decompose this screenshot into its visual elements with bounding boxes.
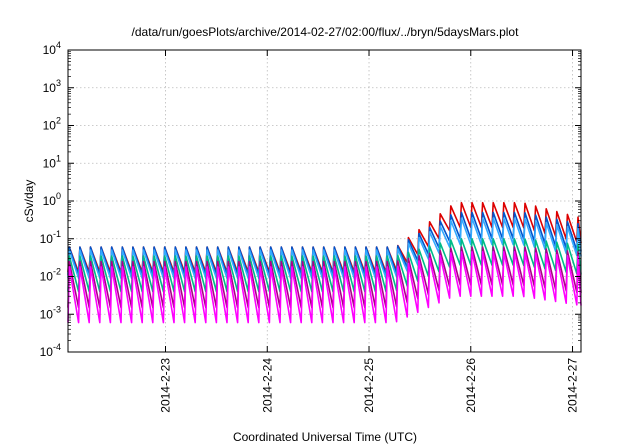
x-axis-label: Coordinated Universal Time (UTC) — [233, 430, 417, 444]
x-tick-label: 2014-2-26 — [464, 358, 478, 413]
x-tick-label: 2014-2-23 — [159, 358, 173, 413]
y-tick-label: 10-3 — [40, 304, 61, 321]
y-axis-label: cSv/day — [22, 180, 36, 223]
series-layer — [67, 201, 582, 324]
y-tick-label: 103 — [43, 78, 61, 95]
series-line-6 — [67, 251, 582, 324]
x-tick-label: 2014-2-25 — [362, 358, 376, 413]
y-tick-label: 10-2 — [40, 267, 61, 284]
grid — [68, 50, 581, 352]
y-tick-label: 10-4 — [40, 342, 61, 359]
x-ticks: 2014-2-23 2014-2-24 2014-2-25 2014-2-26 2014… — [159, 50, 580, 413]
y-tick-label: 101 — [43, 153, 61, 170]
chart-title: /data/run/goesPlots/archive/2014-02-27/0… — [132, 25, 520, 39]
y-tick-label: 104 — [43, 40, 61, 57]
y-tick-label: 100 — [43, 191, 61, 208]
x-tick-label: 2014-2-24 — [260, 358, 274, 413]
y-tick-label: 10-1 — [40, 229, 61, 246]
x-tick-label: 2014-2-27 — [566, 358, 580, 413]
y-tick-label: 102 — [43, 116, 61, 133]
y-ticks: 10-4 10-3 10-2 10-1 100 101 102 103 104 — [40, 40, 581, 359]
